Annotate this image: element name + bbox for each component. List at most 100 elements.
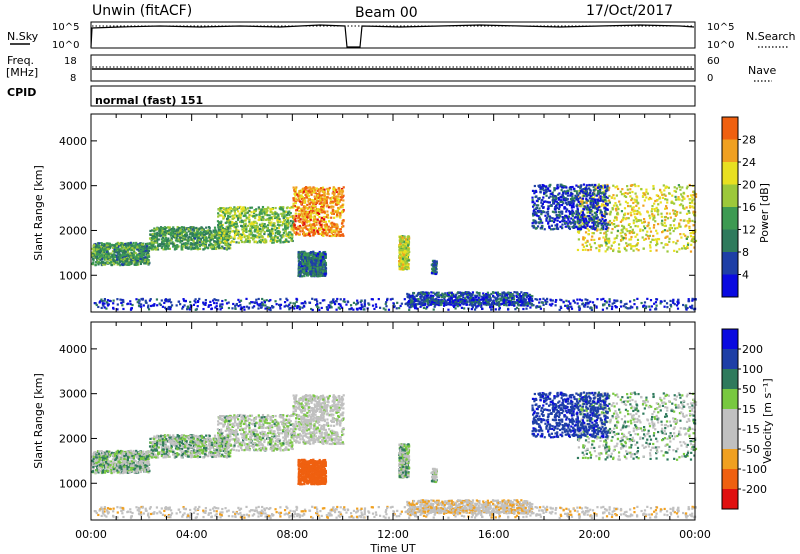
power-echo-cell [273,214,276,217]
power-echo-cell [305,187,308,190]
power-echo-cell [215,246,218,249]
power-echo-cell [209,246,212,249]
power-echo-cell [315,262,318,265]
power-echo-cell [505,293,508,296]
power-echo-cell [219,207,222,210]
power-echo-cell [185,242,188,245]
power-echo-cell [322,207,325,211]
power-echo-cell [617,247,621,250]
power-echo-cell [92,250,95,253]
power-echo-cell [593,238,596,242]
power-echo-cell [333,197,336,200]
power-echo-cell [332,229,336,232]
power-echo-cell [406,292,409,296]
power-echo-cell [297,216,301,219]
power-echo-cell [501,298,504,302]
power-echo-cell [180,233,184,236]
power-echo-cell [471,297,474,300]
power-echo-cell [330,234,333,238]
power-echo-cell [312,270,315,273]
power-echo-cell [420,292,423,295]
power-echo-cell [210,244,213,247]
power-echo-cell [427,299,430,302]
power-echo-cell [97,257,100,260]
power-echo-cell [433,265,436,269]
power-echo-cell [319,274,322,277]
power-echo-cell [166,247,169,250]
power-echo-cell [229,241,232,244]
power-echo-cell [298,266,301,269]
power-echo-cell [283,210,286,213]
power-echo-cell [309,211,313,214]
power-echo-cell [237,237,240,240]
power-echo-cell [203,245,207,248]
power-echo-cell [339,234,342,237]
power-echo-cell [241,208,245,211]
power-echo-cell [619,203,622,206]
power-echo-cell [212,229,215,232]
power-echo-cell [167,229,170,233]
power-echo-cell [269,232,272,235]
power-echo-cell [132,255,135,258]
power-echo-cell [237,229,240,232]
power-echo-cell [290,224,293,227]
power-echo-cell [107,258,110,261]
power-echo-cell [244,222,247,225]
power-echo-cell [261,239,264,242]
power-echo-cell [109,246,112,249]
power-echo-cell [333,225,336,229]
power-echo-cell [451,294,455,297]
power-echo-cell [293,188,296,192]
power-echo-cell [198,238,201,242]
power-echo-cell [339,206,342,209]
power-echo-cell [320,208,323,212]
power-echo-cell [639,213,642,216]
power-echo-cell [482,298,486,301]
power-echo-cell [329,222,332,225]
power-echo-cell [104,247,107,250]
power-echo-cell [404,263,408,266]
power-echo-cell [152,242,155,246]
power-echo-cell [291,239,294,243]
power-echo-cell [196,242,199,245]
power-echo-cell [278,224,281,227]
power-echo-cell [297,225,300,228]
power-echo-cell [339,195,342,199]
power-echo-cell [223,240,226,243]
power-echo-cell [170,237,173,241]
power-echo-cell [217,240,220,243]
power-echo-cell [140,245,144,248]
power-echo-cell [503,295,507,298]
power-echo-cell [674,190,678,193]
power-echo-cell [511,293,514,296]
power-echo-cell [660,212,663,215]
power-echo-cell [278,219,281,223]
power-echo-cell [311,269,314,272]
power-echo-cell [228,234,231,237]
power-echo-cell [337,193,340,196]
power-echo-cell [582,205,585,208]
power-echo-cell [209,238,213,241]
power-echo-cell [526,292,529,295]
power-echo-cell [256,236,259,239]
power-echo-cell [195,229,198,232]
power-echo-cell [282,234,285,237]
power-echo-cell [275,227,279,230]
power-echo-cell [235,228,238,231]
power-echo-cell [244,219,247,222]
power-echo-cell [324,263,328,266]
power-echo-cell [305,217,308,221]
power-echo-cell [426,301,430,304]
power-echo-cell [631,206,634,210]
power-echo-cell [435,265,438,268]
power-echo-cell [432,291,435,294]
power-echo-cell [289,206,292,210]
power-echo-cell [137,249,140,252]
power-echo-cell [163,230,166,234]
power-echo-cell [229,227,232,230]
power-echo-cell [332,190,335,193]
power-echo-cell [310,273,313,276]
power-echo-cell [162,234,165,237]
power-echo-cell [124,248,127,251]
power-echo-cell [306,267,309,271]
